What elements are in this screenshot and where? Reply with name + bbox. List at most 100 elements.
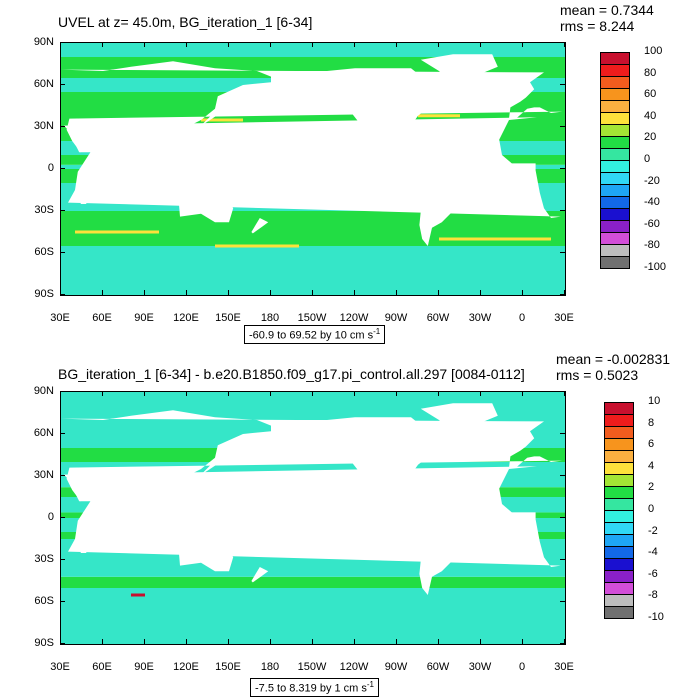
lon-tick: [354, 42, 355, 47]
lat-tick-label: 60N: [33, 427, 54, 439]
lon-tick: [312, 391, 313, 396]
lon-tick: [438, 639, 439, 644]
lat-tick-label: 30N: [33, 120, 54, 132]
land-mass: [69, 127, 102, 153]
lon-tick: [564, 290, 565, 295]
lon-tick: [228, 391, 229, 396]
lat-tick-label: 60N: [33, 78, 54, 90]
land-mass: [171, 508, 186, 524]
lon-tick: [186, 639, 187, 644]
colorbar-label: -80: [644, 239, 660, 252]
lon-tick: [396, 42, 397, 47]
lat-tick-label: 60S: [34, 595, 54, 607]
lon-tick: [270, 290, 271, 295]
lon-tick-label: 60W: [426, 661, 450, 673]
lon-tick-label: 90W: [384, 661, 408, 673]
lon-tick-label: 30E: [50, 661, 70, 673]
lon-tick: [102, 391, 103, 396]
map-plot: [60, 42, 566, 296]
colorbar-label: 40: [644, 109, 657, 122]
field-band: [61, 43, 565, 57]
contour-range-label: -60.9 to 69.52 by 10 cm s-1: [244, 325, 386, 344]
land-mass: [420, 54, 498, 83]
lon-tick: [228, 639, 229, 644]
lon-tick: [522, 42, 523, 47]
colorbar-cell: [600, 256, 630, 269]
lat-tick: [60, 252, 65, 253]
panel-title: BG_iteration_1 [6-34] - b.e20.B1850.f09_…: [58, 366, 525, 382]
land-mass: [178, 533, 234, 572]
lat-tick-label: 30S: [34, 204, 54, 216]
map-field: [61, 43, 565, 295]
lon-tick-label: 150E: [215, 312, 241, 324]
lon-tick: [564, 639, 565, 644]
colorbar-label: -4: [648, 546, 658, 559]
lon-tick: [60, 391, 61, 396]
land-mass: [201, 106, 218, 126]
lat-tick: [60, 433, 65, 434]
unit-exponent: -1: [373, 327, 381, 336]
colorbar-label: 10: [648, 395, 661, 407]
land-mass: [69, 476, 102, 502]
lon-tick-label: 150E: [215, 661, 241, 673]
lat-tick-label: 0: [47, 162, 54, 174]
lat-tick-label: 90N: [33, 36, 54, 48]
lat-tick-label: 30S: [34, 553, 54, 565]
lon-tick-label: 30W: [468, 312, 492, 324]
colorbar-label: 0: [648, 503, 655, 515]
lon-tick: [396, 639, 397, 644]
lat-tick: [60, 475, 65, 476]
lon-tick: [270, 391, 271, 396]
lat-tick: [60, 601, 65, 602]
lon-tick-label: 120E: [173, 312, 199, 324]
lat-tick: [560, 601, 565, 602]
land-mass: [114, 136, 143, 158]
lon-tick: [438, 42, 439, 47]
map-field: [61, 392, 565, 644]
land-mass: [514, 436, 525, 448]
land-mass: [514, 87, 525, 99]
lat-tick: [560, 252, 565, 253]
lat-tick: [560, 475, 565, 476]
colorbar-label: 80: [644, 66, 657, 79]
colorbar-label: 2: [648, 481, 655, 494]
lon-tick: [144, 290, 145, 295]
rms-value: rms = 0.5023: [556, 367, 639, 383]
land-mass: [287, 417, 445, 507]
lon-tick-label: 60W: [426, 312, 450, 324]
lat-tick-label: 60S: [34, 246, 54, 258]
lon-tick-label: 0: [518, 661, 526, 673]
lon-tick: [186, 391, 187, 396]
lon-tick: [522, 391, 523, 396]
rms-value: rms = 8.244: [560, 18, 635, 34]
lon-tick: [354, 639, 355, 644]
lon-tick: [354, 391, 355, 396]
lon-tick: [396, 290, 397, 295]
land-mass: [61, 410, 563, 517]
lat-tick: [60, 42, 65, 43]
lat-tick: [60, 126, 65, 127]
lon-tick: [354, 290, 355, 295]
mean-value: mean = -0.002831: [556, 351, 671, 367]
colorbar-label: -6: [648, 567, 658, 580]
lon-tick-label: 30E: [554, 661, 574, 673]
lat-tick-label: 30N: [33, 469, 54, 481]
land-mass: [61, 61, 563, 168]
land-mass: [171, 159, 186, 175]
lon-tick-label: 120W: [339, 312, 369, 324]
panel-title: UVEL at z= 45.0m, BG_iteration_1 [6-34]: [58, 14, 313, 30]
lon-tick: [102, 290, 103, 295]
land-mass: [202, 170, 229, 183]
land-mass: [201, 455, 218, 475]
lat-tick: [60, 391, 65, 392]
lon-tick: [564, 391, 565, 396]
colorbar-label: -8: [648, 589, 658, 602]
lon-tick: [564, 42, 565, 47]
lon-tick: [186, 290, 187, 295]
lat-tick: [60, 643, 65, 644]
lat-tick: [60, 559, 65, 560]
lon-tick-label: 90W: [384, 312, 408, 324]
colorbar-label: -100: [644, 261, 667, 273]
lon-tick: [144, 639, 145, 644]
lon-tick: [396, 391, 397, 396]
